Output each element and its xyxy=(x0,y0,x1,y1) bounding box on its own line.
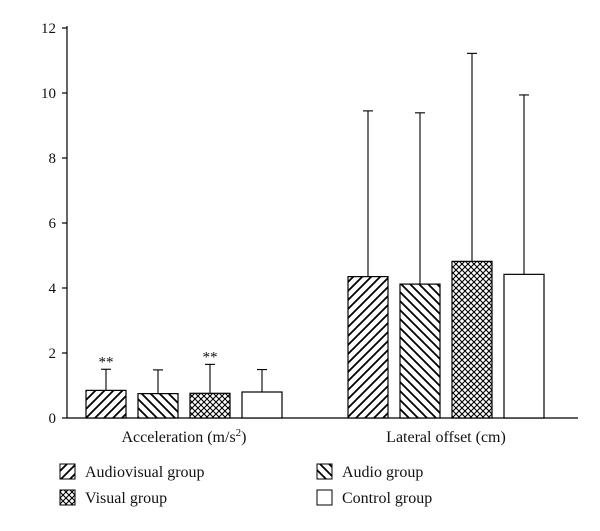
category-suffix: ) xyxy=(241,429,246,446)
bar xyxy=(189,392,231,419)
y-tick-label: 2 xyxy=(49,346,57,362)
legend-label: Audio group xyxy=(342,464,423,481)
y-tick-label: 12 xyxy=(41,21,56,37)
legend-label: Audiovisual group xyxy=(85,464,205,481)
y-tick-label: 4 xyxy=(49,281,57,297)
bar xyxy=(399,283,441,419)
legend-swatch xyxy=(59,489,76,506)
legend-swatch xyxy=(59,463,76,480)
bar xyxy=(137,393,179,419)
y-tick-label: 0 xyxy=(49,411,57,427)
x-category-label: Lateral offset (cm) xyxy=(386,429,506,446)
legend-swatch xyxy=(316,489,333,506)
significance-marker: ** xyxy=(99,354,114,370)
legend: Audiovisual group Audio group Visual group… xyxy=(59,463,432,507)
y-tick-label: 6 xyxy=(49,216,57,232)
legend-label: Visual group xyxy=(85,490,167,507)
category-superscript: 2 xyxy=(236,427,242,439)
bars: ** ** xyxy=(85,52,545,419)
category-text: Lateral offset (cm) xyxy=(386,429,506,446)
bar xyxy=(85,389,127,419)
x-category-label: Acceleration (m/s2) xyxy=(122,427,247,446)
significance-marker: ** xyxy=(203,349,218,365)
y-tick-label: 10 xyxy=(41,86,56,102)
legend-label: Control group xyxy=(342,490,432,507)
bar xyxy=(451,260,493,419)
y-tick-label: 8 xyxy=(49,151,57,167)
bar xyxy=(347,276,389,419)
bar xyxy=(241,391,283,419)
bar xyxy=(503,273,545,419)
legend-swatch xyxy=(316,463,333,480)
category-text: Acceleration (m/s xyxy=(122,429,236,446)
